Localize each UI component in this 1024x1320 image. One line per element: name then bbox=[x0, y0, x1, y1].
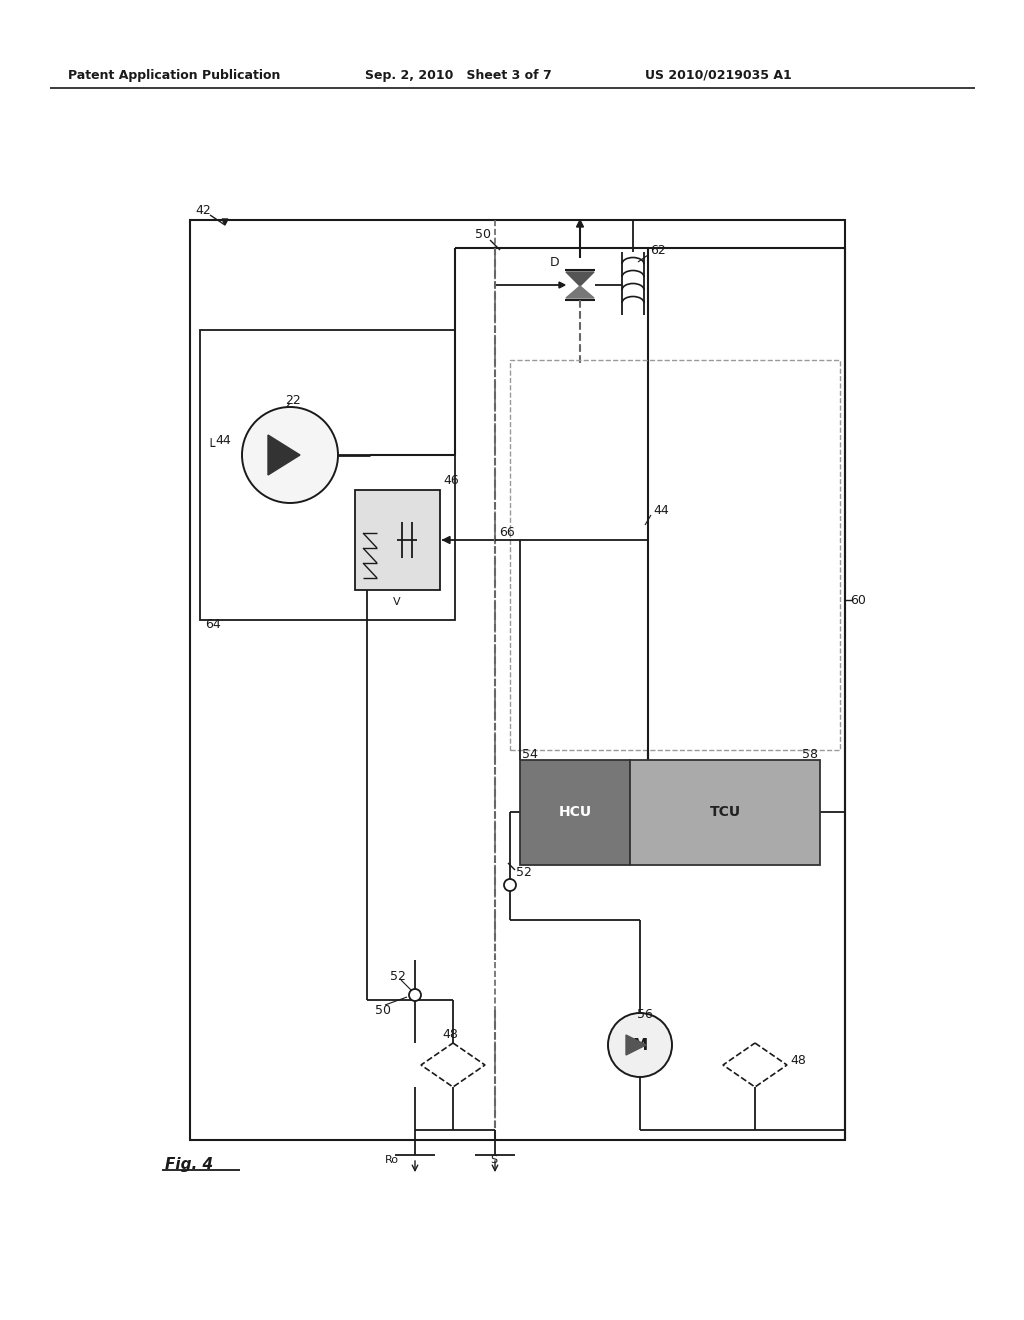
Text: US 2010/0219035 A1: US 2010/0219035 A1 bbox=[645, 69, 792, 82]
Text: S: S bbox=[490, 1155, 497, 1166]
Polygon shape bbox=[577, 220, 584, 227]
Text: TCU: TCU bbox=[710, 805, 740, 818]
Text: 62: 62 bbox=[650, 243, 666, 256]
Text: 44: 44 bbox=[653, 503, 669, 516]
Text: 54: 54 bbox=[522, 748, 538, 762]
Polygon shape bbox=[559, 282, 565, 288]
Text: 60: 60 bbox=[850, 594, 866, 606]
Text: 64: 64 bbox=[205, 619, 221, 631]
Polygon shape bbox=[723, 1043, 787, 1086]
Text: V: V bbox=[393, 597, 400, 607]
Polygon shape bbox=[421, 1043, 485, 1086]
Polygon shape bbox=[566, 286, 594, 298]
Circle shape bbox=[409, 989, 421, 1001]
Text: 44: 44 bbox=[215, 433, 230, 446]
Text: 48: 48 bbox=[442, 1028, 458, 1041]
Polygon shape bbox=[268, 436, 300, 475]
Text: HCU: HCU bbox=[558, 805, 592, 818]
Bar bbox=[355, 490, 440, 590]
Bar bbox=[190, 220, 845, 1140]
Polygon shape bbox=[626, 1035, 646, 1055]
Bar bbox=[520, 760, 630, 865]
Text: 50: 50 bbox=[375, 1003, 391, 1016]
Circle shape bbox=[608, 1012, 672, 1077]
Text: 52: 52 bbox=[390, 970, 406, 983]
Text: Fig. 4: Fig. 4 bbox=[165, 1158, 213, 1172]
Text: 22: 22 bbox=[285, 393, 301, 407]
Text: 46: 46 bbox=[443, 474, 459, 487]
Text: 50: 50 bbox=[475, 228, 490, 242]
Bar bbox=[510, 360, 840, 750]
Text: 48: 48 bbox=[790, 1053, 806, 1067]
Text: 56: 56 bbox=[637, 1008, 653, 1022]
Text: Sep. 2, 2010   Sheet 3 of 7: Sep. 2, 2010 Sheet 3 of 7 bbox=[365, 69, 552, 82]
Text: D: D bbox=[550, 256, 560, 268]
Polygon shape bbox=[566, 272, 594, 286]
Text: └: └ bbox=[206, 440, 214, 454]
Text: Patent Application Publication: Patent Application Publication bbox=[68, 69, 281, 82]
Bar bbox=[630, 760, 820, 865]
Circle shape bbox=[242, 407, 338, 503]
Polygon shape bbox=[222, 219, 228, 224]
Text: 52: 52 bbox=[516, 866, 531, 879]
Text: 42: 42 bbox=[195, 203, 211, 216]
Polygon shape bbox=[443, 536, 450, 544]
Bar bbox=[200, 330, 455, 620]
Text: M: M bbox=[633, 1038, 647, 1052]
Text: 66: 66 bbox=[499, 525, 515, 539]
Text: 58: 58 bbox=[802, 748, 818, 762]
Text: Ro: Ro bbox=[385, 1155, 399, 1166]
Circle shape bbox=[504, 879, 516, 891]
